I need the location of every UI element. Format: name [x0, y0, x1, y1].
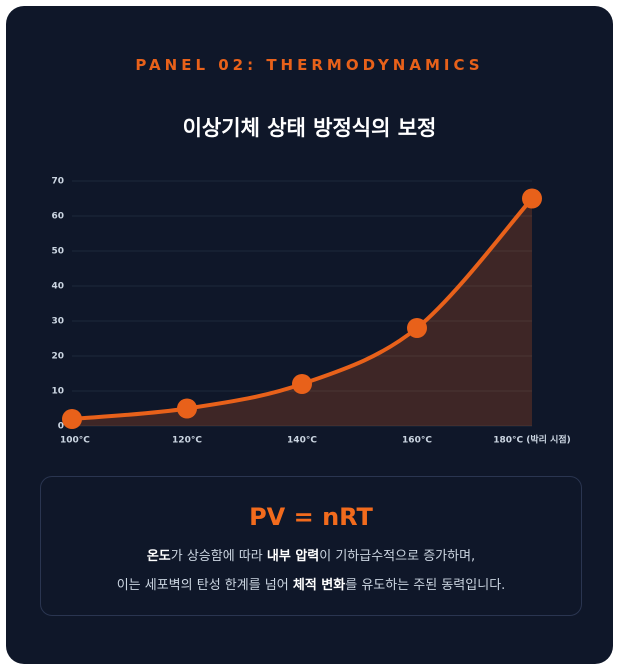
emphasis: 체적 변화: [292, 578, 346, 593]
y-tick-label: 60: [51, 212, 64, 222]
point: [407, 318, 427, 338]
panel-label: PANEL 02: THERMODYNAMICS: [135, 56, 484, 74]
chart: 0 10 20 30 40 50 60 70 100°C 120°C 140°C 160°C 180°C…: [51, 177, 571, 446]
y-tick-label: 30: [51, 317, 64, 327]
text: 이는 세포벽의 탄성 한계를 넘어: [116, 578, 293, 593]
y-tick-label: 10: [51, 387, 64, 397]
point: [177, 398, 197, 419]
x-tick-label: 180°C (박리 시점): [493, 434, 571, 446]
x-tick-label: 140°C: [287, 436, 317, 446]
text: 이 기하급수적으로 증가하며,: [319, 549, 476, 564]
y-tick-label: 0: [58, 422, 64, 432]
formula: PV = nRT: [249, 503, 373, 531]
text: 를 유도하는 주된 동력입니다.: [345, 578, 506, 593]
y-tick-label: 70: [51, 177, 64, 187]
x-tick-label: 160°C: [402, 436, 432, 446]
emphasis: 내부 압력: [266, 549, 320, 564]
x-tick-label: 100°C: [60, 436, 90, 446]
description-line: 온도가 상승함에 따라 내부 압력이 기하급수적으로 증가하며,: [41, 545, 581, 564]
text: 가 상승함에 따라: [170, 549, 267, 564]
point: [62, 409, 82, 429]
emphasis: 온도: [146, 549, 171, 564]
x-tick-label: 120°C: [172, 436, 202, 446]
panel: PANEL 02: THERMODYNAMICS 이상기체 상태 방정식의 보정…: [6, 6, 613, 664]
y-tick-label: 50: [51, 247, 64, 257]
info-box: PV = nRT 온도가 상승함에 따라 내부 압력이 기하급수적으로 증가하며…: [40, 476, 582, 616]
chart-title: 이상기체 상태 방정식의 보정: [182, 116, 437, 140]
y-tick-label: 20: [51, 352, 64, 362]
y-tick-label: 40: [51, 282, 64, 292]
point: [522, 188, 542, 209]
description-line: 이는 세포벽의 탄성 한계를 넘어 체적 변화를 유도하는 주된 동력입니다.: [41, 574, 581, 593]
point: [292, 374, 312, 394]
line: [71, 197, 534, 421]
area: [72, 198, 532, 426]
